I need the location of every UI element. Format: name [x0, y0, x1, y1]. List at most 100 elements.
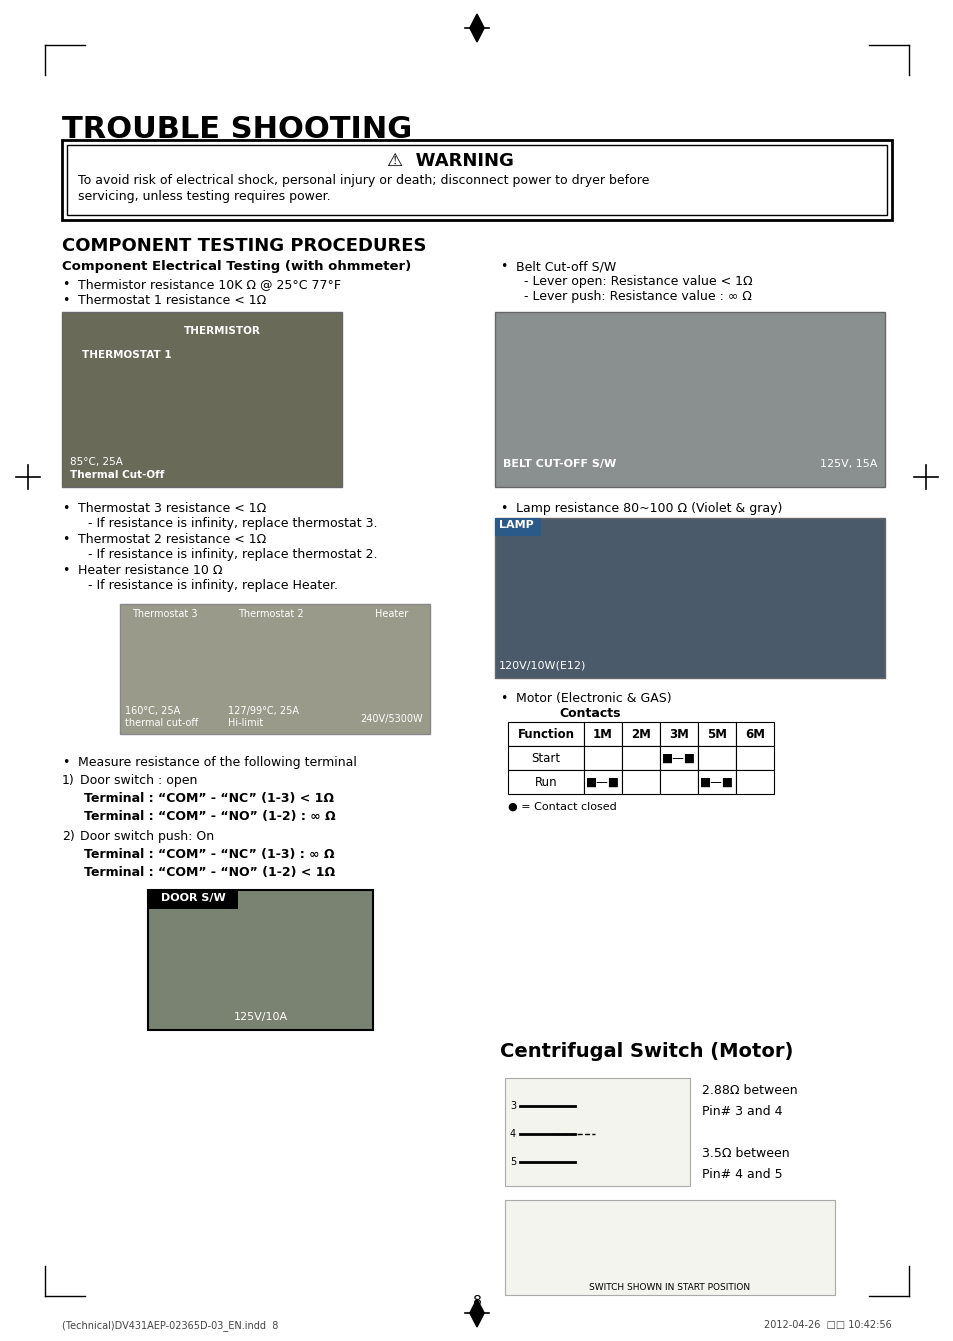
- Bar: [621, 746, 659, 770]
- Text: Thermostat 1 resistance < 1Ω: Thermostat 1 resistance < 1Ω: [78, 294, 266, 307]
- Text: Terminal : “COM” - “NO” (1-2) < 1Ω: Terminal : “COM” - “NO” (1-2) < 1Ω: [84, 866, 335, 878]
- Text: - If resistance is infinity, replace thermostat 2.: - If resistance is infinity, replace the…: [88, 548, 377, 561]
- Text: To avoid risk of electrical shock, personal injury or death; disconnect power to: To avoid risk of electrical shock, perso…: [78, 174, 649, 186]
- Bar: [507, 770, 583, 794]
- Text: - If resistance is infinity, replace Heater.: - If resistance is infinity, replace Hea…: [88, 579, 337, 591]
- Text: (Technical)DV431AEP-02365D-03_EN.indd  8: (Technical)DV431AEP-02365D-03_EN.indd 8: [62, 1320, 278, 1330]
- Text: Centrifugal Switch (Motor): Centrifugal Switch (Motor): [499, 1042, 793, 1061]
- Text: 1M: 1M: [593, 728, 612, 740]
- Text: 2012-04-26  □□ 10:42:56: 2012-04-26 □□ 10:42:56: [763, 1320, 891, 1330]
- Text: Belt Cut-off S/W: Belt Cut-off S/W: [516, 260, 616, 274]
- Text: 3: 3: [510, 1101, 516, 1110]
- Bar: [659, 746, 698, 770]
- Text: 125V/10A: 125V/10A: [233, 1012, 287, 1022]
- Text: Thermal Cut-Off: Thermal Cut-Off: [70, 469, 164, 480]
- Text: 120V/10W(E12): 120V/10W(E12): [498, 660, 586, 670]
- Text: 2M: 2M: [630, 728, 650, 740]
- Text: Thermostat 2: Thermostat 2: [237, 609, 303, 620]
- Text: Thermistor resistance 10K Ω @ 25°C 77°F: Thermistor resistance 10K Ω @ 25°C 77°F: [78, 278, 340, 291]
- Text: 2): 2): [62, 830, 74, 843]
- Bar: [659, 770, 698, 794]
- Text: Terminal : “COM” - “NC” (1-3) < 1Ω: Terminal : “COM” - “NC” (1-3) < 1Ω: [84, 793, 334, 805]
- Bar: [698, 770, 735, 794]
- Text: 6M: 6M: [744, 728, 764, 740]
- Text: Thermostat 3 resistance < 1Ω: Thermostat 3 resistance < 1Ω: [78, 502, 266, 515]
- Text: BELT CUT-OFF S/W: BELT CUT-OFF S/W: [502, 459, 616, 469]
- Text: Start: Start: [531, 751, 560, 764]
- Bar: [698, 746, 735, 770]
- Text: ■—■: ■—■: [661, 751, 696, 764]
- Text: 85°C, 25A: 85°C, 25A: [70, 457, 123, 467]
- Text: - Lever push: Resistance value : ∞ Ω: - Lever push: Resistance value : ∞ Ω: [523, 290, 751, 303]
- Text: Heater: Heater: [375, 609, 408, 620]
- Text: TROUBLE SHOOTING: TROUBLE SHOOTING: [62, 115, 412, 143]
- Text: LAMP: LAMP: [498, 520, 533, 530]
- Text: Terminal : “COM” - “NO” (1-2) : ∞ Ω: Terminal : “COM” - “NO” (1-2) : ∞ Ω: [84, 810, 335, 823]
- Text: SWITCH SHOWN IN START POSITION: SWITCH SHOWN IN START POSITION: [589, 1283, 750, 1291]
- Text: Hi-limit: Hi-limit: [228, 717, 263, 728]
- Bar: [659, 721, 698, 746]
- Text: Thermostat 2 resistance < 1Ω: Thermostat 2 resistance < 1Ω: [78, 532, 266, 546]
- Bar: [621, 770, 659, 794]
- Text: •: •: [499, 692, 507, 705]
- Bar: [735, 746, 773, 770]
- Text: 127/99°C, 25A: 127/99°C, 25A: [228, 705, 298, 716]
- Text: Component Electrical Testing (with ohmmeter): Component Electrical Testing (with ohmme…: [62, 260, 411, 274]
- Text: DOOR S/W: DOOR S/W: [160, 893, 225, 902]
- Text: 240V/5300W: 240V/5300W: [359, 713, 422, 724]
- Text: 2.88Ω between
Pin# 3 and 4

3.5Ω between
Pin# 4 and 5: 2.88Ω between Pin# 3 and 4 3.5Ω between …: [701, 1084, 797, 1181]
- Text: Terminal : “COM” - “NC” (1-3) : ∞ Ω: Terminal : “COM” - “NC” (1-3) : ∞ Ω: [84, 848, 335, 861]
- Text: Contacts: Contacts: [558, 707, 620, 720]
- Bar: [67, 145, 886, 215]
- Bar: [583, 746, 621, 770]
- Bar: [735, 770, 773, 794]
- Text: 4: 4: [510, 1129, 516, 1139]
- Text: - If resistance is infinity, replace thermostat 3.: - If resistance is infinity, replace the…: [88, 518, 377, 530]
- Bar: [621, 721, 659, 746]
- Bar: [583, 721, 621, 746]
- Text: •: •: [62, 294, 70, 307]
- Text: 5M: 5M: [706, 728, 726, 740]
- Bar: [148, 890, 373, 1030]
- Text: •: •: [499, 502, 507, 515]
- Text: 5: 5: [509, 1157, 516, 1167]
- Text: Run: Run: [534, 775, 557, 789]
- Text: 8: 8: [472, 1294, 481, 1307]
- Text: Measure resistance of the following terminal: Measure resistance of the following term…: [78, 756, 356, 768]
- Text: Lamp resistance 80~100 Ω (Violet & gray): Lamp resistance 80~100 Ω (Violet & gray): [516, 502, 781, 515]
- Bar: [507, 721, 583, 746]
- Text: •: •: [62, 565, 70, 577]
- Text: ⚠  WARNING: ⚠ WARNING: [386, 152, 513, 170]
- Text: •: •: [499, 260, 507, 274]
- Text: •: •: [62, 756, 70, 768]
- Bar: [495, 312, 884, 487]
- Text: •: •: [62, 532, 70, 546]
- Text: Door switch push: On: Door switch push: On: [80, 830, 213, 843]
- Bar: [507, 746, 583, 770]
- Text: THERMISTOR: THERMISTOR: [183, 326, 260, 337]
- Polygon shape: [469, 1299, 484, 1328]
- Text: Heater resistance 10 Ω: Heater resistance 10 Ω: [78, 565, 222, 577]
- Bar: [583, 770, 621, 794]
- Polygon shape: [469, 13, 484, 42]
- Text: thermal cut-off: thermal cut-off: [125, 717, 198, 728]
- Text: ■—■: ■—■: [585, 775, 619, 789]
- Bar: [148, 890, 237, 909]
- Text: ● = Contact closed: ● = Contact closed: [507, 802, 616, 813]
- Bar: [504, 1200, 834, 1295]
- Text: ■—■: ■—■: [700, 775, 733, 789]
- Bar: [62, 139, 891, 220]
- Bar: [504, 1078, 689, 1185]
- Bar: [120, 603, 430, 734]
- Text: servicing, unless testing requires power.: servicing, unless testing requires power…: [78, 190, 331, 202]
- Text: Door switch : open: Door switch : open: [80, 774, 197, 787]
- Text: COMPONENT TESTING PROCEDURES: COMPONENT TESTING PROCEDURES: [62, 237, 426, 255]
- Text: - Lever open: Resistance value < 1Ω: - Lever open: Resistance value < 1Ω: [523, 275, 752, 288]
- Text: 3M: 3M: [668, 728, 688, 740]
- Bar: [735, 721, 773, 746]
- Text: Thermostat 3: Thermostat 3: [132, 609, 197, 620]
- Bar: [698, 721, 735, 746]
- Text: 160°C, 25A: 160°C, 25A: [125, 705, 180, 716]
- Bar: [495, 518, 540, 536]
- Text: THERMOSTAT 1: THERMOSTAT 1: [82, 350, 172, 359]
